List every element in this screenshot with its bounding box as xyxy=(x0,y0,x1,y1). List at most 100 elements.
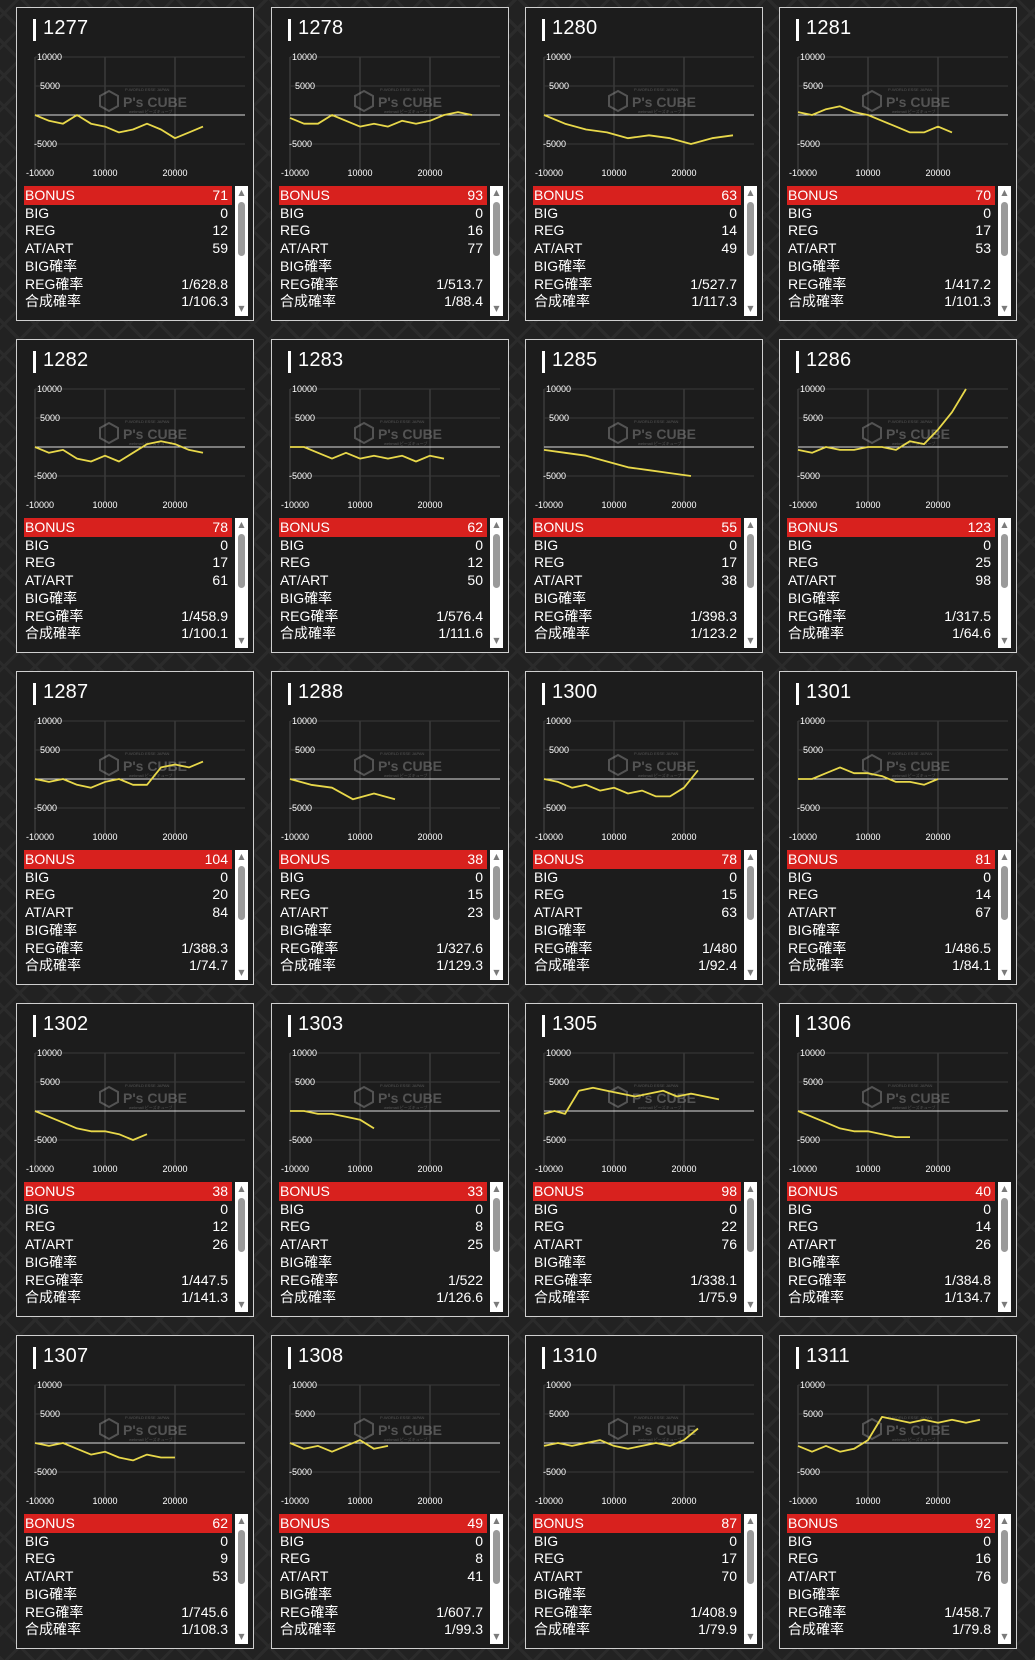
stats-scrollbar[interactable]: ▲ ▼ xyxy=(998,186,1011,316)
scroll-up-arrow-icon[interactable]: ▲ xyxy=(747,1184,754,1193)
scroll-up-arrow-icon[interactable]: ▲ xyxy=(238,188,245,197)
stats-scrollbar[interactable]: ▲ ▼ xyxy=(744,186,757,316)
scroll-thumb[interactable] xyxy=(747,866,754,920)
machine-card[interactable]: 1306 P's CUBE P-WORLD ESSE JAPAN webmail ピー… xyxy=(779,1003,1017,1317)
scroll-thumb[interactable] xyxy=(493,534,500,588)
scroll-down-arrow-icon[interactable]: ▼ xyxy=(747,636,754,645)
scroll-up-arrow-icon[interactable]: ▲ xyxy=(747,188,754,197)
scroll-thumb[interactable] xyxy=(1001,866,1008,920)
machine-card[interactable]: 1301 P's CUBE P-WORLD ESSE JAPAN webmail ピー… xyxy=(779,671,1017,985)
scroll-down-arrow-icon[interactable]: ▼ xyxy=(238,968,245,977)
scroll-up-arrow-icon[interactable]: ▲ xyxy=(1001,188,1008,197)
scroll-up-arrow-icon[interactable]: ▲ xyxy=(493,188,500,197)
scroll-thumb[interactable] xyxy=(747,1198,754,1252)
scroll-down-arrow-icon[interactable]: ▼ xyxy=(238,304,245,313)
stats-scrollbar[interactable]: ▲ ▼ xyxy=(235,518,248,648)
machine-card[interactable]: 1281 P's CUBE P-WORLD ESSE JAPAN webmail ピー… xyxy=(779,7,1017,321)
scroll-down-arrow-icon[interactable]: ▼ xyxy=(238,636,245,645)
machine-card[interactable]: 1283 P's CUBE P-WORLD ESSE JAPAN webmail ピー… xyxy=(271,339,509,653)
scroll-up-arrow-icon[interactable]: ▲ xyxy=(1001,1184,1008,1193)
stats-scrollbar[interactable]: ▲ ▼ xyxy=(744,1514,757,1644)
scroll-up-arrow-icon[interactable]: ▲ xyxy=(747,852,754,861)
stats-scrollbar[interactable]: ▲ ▼ xyxy=(235,850,248,980)
scroll-up-arrow-icon[interactable]: ▲ xyxy=(493,1516,500,1525)
scroll-thumb[interactable] xyxy=(493,1530,500,1584)
scroll-up-arrow-icon[interactable]: ▲ xyxy=(238,520,245,529)
scroll-down-arrow-icon[interactable]: ▼ xyxy=(1001,968,1008,977)
machine-card[interactable]: 1300 P's CUBE P-WORLD ESSE JAPAN webmail ピー… xyxy=(525,671,763,985)
scroll-down-arrow-icon[interactable]: ▼ xyxy=(493,636,500,645)
stats-scrollbar[interactable]: ▲ ▼ xyxy=(235,1514,248,1644)
machine-card[interactable]: 1308 P's CUBE P-WORLD ESSE JAPAN webmail ピー… xyxy=(271,1335,509,1649)
stats-scrollbar[interactable]: ▲ ▼ xyxy=(998,850,1011,980)
machine-card[interactable]: 1277 P's CUBE P-WORLD ESSE JAPAN webmail ピー… xyxy=(16,7,254,321)
scroll-down-arrow-icon[interactable]: ▼ xyxy=(493,1632,500,1641)
stats-scrollbar[interactable]: ▲ ▼ xyxy=(490,518,503,648)
scroll-up-arrow-icon[interactable]: ▲ xyxy=(747,520,754,529)
scroll-down-arrow-icon[interactable]: ▼ xyxy=(493,304,500,313)
machine-card[interactable]: 1307 P's CUBE P-WORLD ESSE JAPAN webmail ピー… xyxy=(16,1335,254,1649)
scroll-up-arrow-icon[interactable]: ▲ xyxy=(1001,520,1008,529)
stats-scrollbar[interactable]: ▲ ▼ xyxy=(744,850,757,980)
stats-scrollbar[interactable]: ▲ ▼ xyxy=(490,186,503,316)
scroll-thumb[interactable] xyxy=(1001,534,1008,588)
stats-scrollbar[interactable]: ▲ ▼ xyxy=(490,1514,503,1644)
scroll-thumb[interactable] xyxy=(1001,1530,1008,1584)
machine-card[interactable]: 1280 P's CUBE P-WORLD ESSE JAPAN webmail ピー… xyxy=(525,7,763,321)
scroll-thumb[interactable] xyxy=(238,1530,245,1584)
scroll-thumb[interactable] xyxy=(238,1198,245,1252)
scroll-down-arrow-icon[interactable]: ▼ xyxy=(1001,304,1008,313)
machine-card[interactable]: 1285 P's CUBE P-WORLD ESSE JAPAN webmail ピー… xyxy=(525,339,763,653)
scroll-thumb[interactable] xyxy=(238,866,245,920)
machine-card[interactable]: 1278 P's CUBE P-WORLD ESSE JAPAN webmail ピー… xyxy=(271,7,509,321)
stats-scrollbar[interactable]: ▲ ▼ xyxy=(490,1182,503,1312)
scroll-up-arrow-icon[interactable]: ▲ xyxy=(493,520,500,529)
scroll-down-arrow-icon[interactable]: ▼ xyxy=(1001,1632,1008,1641)
stats-scrollbar[interactable]: ▲ ▼ xyxy=(235,1182,248,1312)
scroll-thumb[interactable] xyxy=(238,202,245,256)
stats-scrollbar[interactable]: ▲ ▼ xyxy=(744,518,757,648)
scroll-thumb[interactable] xyxy=(493,866,500,920)
machine-card[interactable]: 1311 P's CUBE P-WORLD ESSE JAPAN webmail ピー… xyxy=(779,1335,1017,1649)
scroll-thumb[interactable] xyxy=(493,1198,500,1252)
scroll-up-arrow-icon[interactable]: ▲ xyxy=(747,1516,754,1525)
machine-card[interactable]: 1305 P's CUBE P-WORLD ESSE JAPAN webmail ピー… xyxy=(525,1003,763,1317)
stats-scrollbar[interactable]: ▲ ▼ xyxy=(998,1514,1011,1644)
machine-card[interactable]: 1287 P's CUBE P-WORLD ESSE JAPAN webmail ピー… xyxy=(16,671,254,985)
scroll-down-arrow-icon[interactable]: ▼ xyxy=(747,1632,754,1641)
scroll-thumb[interactable] xyxy=(747,534,754,588)
scroll-down-arrow-icon[interactable]: ▼ xyxy=(1001,1300,1008,1309)
scroll-down-arrow-icon[interactable]: ▼ xyxy=(747,968,754,977)
machine-card[interactable]: 1310 P's CUBE P-WORLD ESSE JAPAN webmail ピー… xyxy=(525,1335,763,1649)
stats-scrollbar[interactable]: ▲ ▼ xyxy=(998,518,1011,648)
scroll-down-arrow-icon[interactable]: ▼ xyxy=(747,1300,754,1309)
scroll-up-arrow-icon[interactable]: ▲ xyxy=(238,852,245,861)
scroll-up-arrow-icon[interactable]: ▲ xyxy=(1001,1516,1008,1525)
scroll-thumb[interactable] xyxy=(493,202,500,256)
scroll-up-arrow-icon[interactable]: ▲ xyxy=(1001,852,1008,861)
machine-card[interactable]: 1282 P's CUBE P-WORLD ESSE JAPAN webmail ピー… xyxy=(16,339,254,653)
scroll-thumb[interactable] xyxy=(1001,202,1008,256)
stats-scrollbar[interactable]: ▲ ▼ xyxy=(235,186,248,316)
scroll-thumb[interactable] xyxy=(238,534,245,588)
machine-card[interactable]: 1288 P's CUBE P-WORLD ESSE JAPAN webmail ピー… xyxy=(271,671,509,985)
scroll-down-arrow-icon[interactable]: ▼ xyxy=(747,304,754,313)
scroll-thumb[interactable] xyxy=(747,202,754,256)
stats-scrollbar[interactable]: ▲ ▼ xyxy=(744,1182,757,1312)
machine-card[interactable]: 1302 P's CUBE P-WORLD ESSE JAPAN webmail ピー… xyxy=(16,1003,254,1317)
scroll-down-arrow-icon[interactable]: ▼ xyxy=(238,1300,245,1309)
scroll-thumb[interactable] xyxy=(1001,1198,1008,1252)
scroll-thumb[interactable] xyxy=(747,1530,754,1584)
scroll-up-arrow-icon[interactable]: ▲ xyxy=(238,1516,245,1525)
scroll-down-arrow-icon[interactable]: ▼ xyxy=(493,968,500,977)
scroll-up-arrow-icon[interactable]: ▲ xyxy=(493,1184,500,1193)
scroll-down-arrow-icon[interactable]: ▼ xyxy=(238,1632,245,1641)
machine-card[interactable]: 1303 P's CUBE P-WORLD ESSE JAPAN webmail ピー… xyxy=(271,1003,509,1317)
scroll-down-arrow-icon[interactable]: ▼ xyxy=(1001,636,1008,645)
scroll-down-arrow-icon[interactable]: ▼ xyxy=(493,1300,500,1309)
stats-scrollbar[interactable]: ▲ ▼ xyxy=(490,850,503,980)
machine-card[interactable]: 1286 P's CUBE P-WORLD ESSE JAPAN webmail ピー… xyxy=(779,339,1017,653)
scroll-up-arrow-icon[interactable]: ▲ xyxy=(493,852,500,861)
scroll-up-arrow-icon[interactable]: ▲ xyxy=(238,1184,245,1193)
stats-scrollbar[interactable]: ▲ ▼ xyxy=(998,1182,1011,1312)
